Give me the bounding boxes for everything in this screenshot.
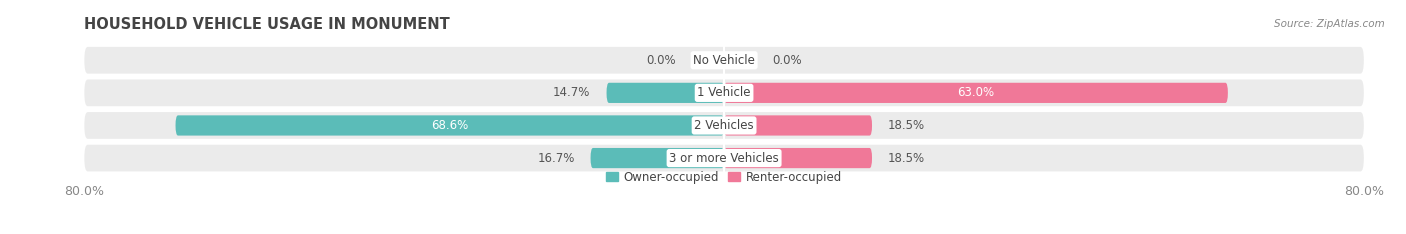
Text: 3 or more Vehicles: 3 or more Vehicles [669,152,779,165]
Text: HOUSEHOLD VEHICLE USAGE IN MONUMENT: HOUSEHOLD VEHICLE USAGE IN MONUMENT [84,17,450,32]
Text: 63.0%: 63.0% [957,86,994,99]
FancyBboxPatch shape [724,115,872,135]
FancyBboxPatch shape [606,83,724,103]
Text: 68.6%: 68.6% [432,119,468,132]
FancyBboxPatch shape [84,112,1364,139]
Text: 1 Vehicle: 1 Vehicle [697,86,751,99]
Text: 16.7%: 16.7% [537,152,575,165]
Text: 0.0%: 0.0% [772,54,801,67]
Text: 2 Vehicles: 2 Vehicles [695,119,754,132]
Legend: Owner-occupied, Renter-occupied: Owner-occupied, Renter-occupied [600,166,848,188]
FancyBboxPatch shape [724,148,872,168]
Text: No Vehicle: No Vehicle [693,54,755,67]
FancyBboxPatch shape [84,145,1364,172]
FancyBboxPatch shape [591,148,724,168]
Text: 14.7%: 14.7% [553,86,591,99]
Text: 18.5%: 18.5% [889,119,925,132]
Text: 0.0%: 0.0% [647,54,676,67]
FancyBboxPatch shape [176,115,724,135]
FancyBboxPatch shape [724,83,1227,103]
FancyBboxPatch shape [84,47,1364,74]
FancyBboxPatch shape [84,80,1364,106]
Text: Source: ZipAtlas.com: Source: ZipAtlas.com [1274,19,1385,29]
Text: 18.5%: 18.5% [889,152,925,165]
